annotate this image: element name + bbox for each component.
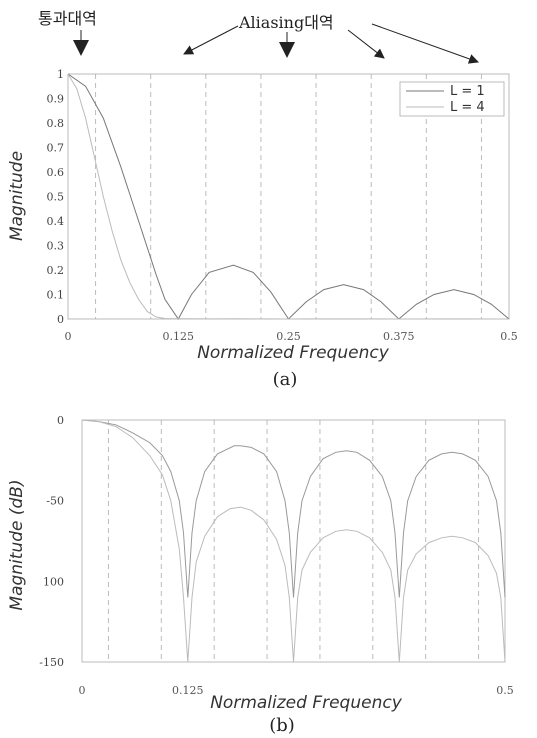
y-tick-label-b: -150 — [39, 656, 64, 669]
y-tick-label-a: 1 — [57, 68, 64, 81]
plot-frame-b — [81, 419, 506, 663]
y-tick-label-b: 0 — [57, 414, 64, 427]
y-tick-label-a: 0.1 — [47, 289, 65, 302]
y-tick-label-a: 0.9 — [47, 93, 65, 106]
legend-label-l1: L = 1 — [450, 84, 485, 99]
series-line-a-l1 — [67, 73, 510, 320]
x-axis-label-b: Normalized Frequency — [210, 693, 402, 713]
y-tick-label-a: 0 — [57, 313, 64, 326]
series-a — [67, 73, 510, 320]
x-tick-label-a: 0.125 — [163, 330, 195, 343]
y-ticks-a: 0 0.1 0.2 0.3 0.4 0.5 0.6 0.7 0.8 0.9 1 — [47, 68, 65, 326]
x-tick-label-b: 0.5 — [496, 684, 514, 697]
aliasing-arrow-icon — [279, 42, 295, 58]
y-tick-label-b: 100 — [43, 575, 64, 588]
dashed-lines-b — [107, 420, 480, 662]
y-tick-label-b: -50 — [46, 495, 64, 508]
series-line-b-l1 — [81, 419, 506, 598]
series-line-a-l4 — [67, 73, 509, 320]
y-tick-label-a: 0.4 — [47, 215, 65, 228]
series-b — [81, 419, 506, 663]
aliasing-annotation: Aliasing대역 — [238, 13, 334, 32]
y-tick-label-a: 0.8 — [47, 117, 65, 130]
legend-a: L = 1 L = 4 — [399, 81, 505, 117]
passband-annotation: 통과대역 — [38, 9, 97, 28]
y-tick-label-a: 0.5 — [47, 191, 65, 204]
x-ticks-a: 0 0.125 0.25 0.375 0.5 — [65, 330, 518, 343]
series-line-b-l4 — [81, 419, 506, 663]
x-tick-label-a: 0.5 — [500, 330, 518, 343]
y-tick-label-a: 0.3 — [47, 240, 65, 253]
x-tick-label-b: 0.125 — [172, 684, 204, 697]
x-tick-label-a: 0.375 — [383, 330, 415, 343]
aliasing-arrow-4 — [371, 23, 479, 64]
x-tick-label-a: 0 — [65, 330, 72, 343]
chart-panel-b: 0 -50 100 -150 0 0.125 0.5 Normalized Frequen… — [7, 414, 514, 736]
legend-box — [399, 81, 505, 117]
chart-panel-a: 0 0.1 0.2 0.3 0.4 0.5 0.6 0.7 0.8 0.9 1 0 0.125 0.25… — [7, 68, 518, 390]
y-tick-label-a: 0.2 — [47, 264, 65, 277]
y-axis-label-a: Magnitude — [7, 151, 27, 241]
y-axis-label-b: Magnitude (dB) — [7, 479, 27, 610]
annotation-layer: 통과대역 Aliasing대역 — [38, 9, 479, 64]
x-ticks-b: 0 0.125 0.5 — [79, 684, 514, 697]
passband-arrow-icon — [73, 40, 89, 56]
aliasing-arrow-3 — [347, 29, 385, 59]
x-tick-label-a: 0.25 — [276, 330, 301, 343]
aliasing-arrow-1 — [183, 25, 239, 55]
panel-label-b: (b) — [269, 715, 295, 736]
y-tick-label-a: 0.7 — [47, 142, 65, 155]
legend-label-l4: L = 4 — [450, 100, 485, 115]
y-tick-label-a: 0.6 — [47, 166, 65, 179]
x-axis-label-a: Normalized Frequency — [197, 343, 389, 363]
y-ticks-b: 0 -50 100 -150 — [39, 414, 64, 669]
panel-label-a: (a) — [273, 369, 298, 390]
x-tick-label-b: 0 — [79, 684, 86, 697]
